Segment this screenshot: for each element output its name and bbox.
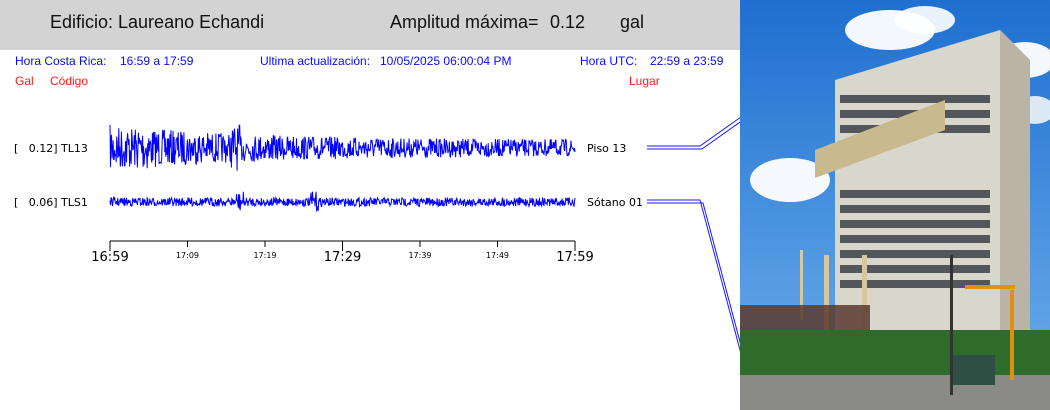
time-tick-label-minor: 17:09	[176, 251, 199, 260]
costa-rica-time-range: 16:59 a 17:59	[120, 54, 194, 68]
channel-label-tls1: [ 0.06] TLS1	[14, 196, 88, 209]
max-amplitude-label: Amplitud máxima=	[390, 12, 539, 32]
time-tick-label-minor: 17:49	[486, 251, 509, 260]
time-tick-label-major: 17:59	[556, 250, 593, 265]
channel-place-tls1: Sótano 01	[587, 196, 643, 209]
utc-time-label: Hora UTC:	[580, 54, 638, 68]
costa-rica-time-label: Hora Costa Rica:	[15, 54, 107, 68]
connector-tls1	[647, 199, 740, 352]
time-tick-label-minor: 17:39	[408, 251, 431, 260]
connector-shadow-tls1	[647, 202, 740, 344]
channel-place-tl13: Piso 13	[587, 142, 627, 155]
channel-label-tl13: [ 0.12] TL13	[14, 142, 88, 155]
connector-tl13	[647, 117, 740, 147]
column-gal: Gal	[15, 74, 34, 88]
time-tick-label-minor: 17:19	[253, 251, 276, 260]
last-update-value: 10/05/2025 06:00:04 PM	[380, 54, 512, 68]
connector-shadow-tl13	[647, 121, 740, 150]
max-amplitude-unit: gal	[620, 12, 645, 32]
max-amplitude-value: 0.12	[550, 12, 586, 32]
time-tick-label-major: 17:29	[324, 250, 361, 265]
trace-tl13	[109, 124, 576, 171]
seismogram-plot: 16:59 17:29 17:59 17:09 17:19 17:39 17:49	[91, 117, 740, 352]
column-place: Lugar	[629, 74, 660, 88]
utc-time-range: 22:59 a 23:59	[650, 54, 724, 68]
column-code: Código	[50, 74, 89, 88]
header-bar: Edificio: Laureano Echandi Amplitud máxi…	[0, 0, 740, 50]
time-tick-label-major: 16:59	[91, 250, 128, 265]
building-photo	[740, 0, 1050, 410]
last-update-label: Ultima actualización:	[260, 54, 371, 68]
building-title: Edificio: Laureano Echandi	[50, 12, 265, 32]
trace-tls1	[109, 191, 576, 212]
